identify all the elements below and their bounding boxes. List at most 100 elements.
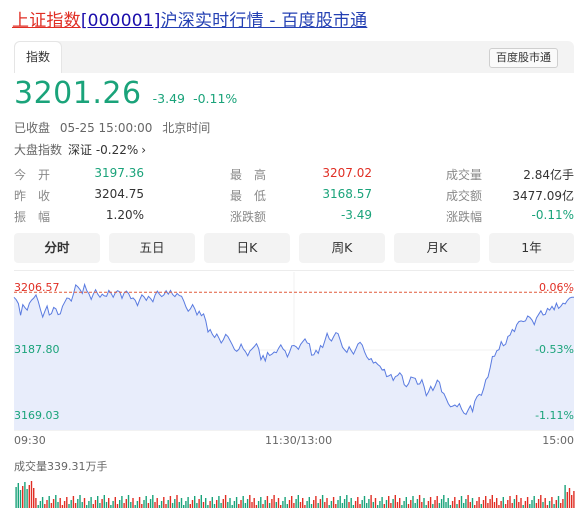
volume-bar [242,496,244,508]
x-tick-midday: 11:30/13:00 [265,434,333,447]
volume-bar [39,501,42,508]
volume-bar [416,499,419,508]
price-change: -3.49 [152,91,185,106]
volume-bar [474,505,476,508]
page-title[interactable]: 上证指数[000001]沪深实时行情 - 百度股市通 [12,6,367,31]
volume-bar [268,503,271,508]
stat-value: -0.11% [531,208,574,222]
volume-bar [414,503,416,508]
volume-bar [288,500,291,508]
volume-bars [15,481,575,508]
volume-bar [79,495,81,508]
volume-bar [81,502,83,508]
period-tab-monthly-k[interactable]: 月K [394,233,480,263]
volume-bar [493,502,496,508]
volume-bar [328,505,330,508]
volume-bar [141,504,143,508]
volume-bar [480,504,482,508]
volume-bar [317,503,319,508]
period-tab-1year[interactable]: 1年 [489,233,574,263]
volume-bar [447,498,449,508]
tab-index[interactable]: 指数 [14,41,62,73]
volume-bar [37,505,39,508]
volume-bar [121,496,123,508]
volume-bar [465,499,467,508]
volume-bar [502,497,504,508]
x-tick-close: 15:00 [542,434,574,447]
title-index-code[interactable]: [000001] [80,11,161,31]
intraday-chart[interactable]: 3206.57 3187.80 3169.03 0.06% -0.53% -1.… [0,270,587,513]
volume-bar [319,499,322,508]
volume-bar [357,497,359,508]
volume-bar [66,497,68,508]
market-value[interactable]: 深证 -0.22% [68,143,139,157]
volume-bar [24,482,26,508]
volume-bar [330,501,333,508]
volume-bar [251,502,253,508]
volume-bar [63,501,66,508]
volume-bar [207,505,209,508]
title-site-name[interactable]: 沪深实时行情 - 百度股市通 [160,11,368,31]
stat-value: 3168.57 [322,187,372,201]
market-index-link[interactable]: 大盘指数 深证 -0.22% › [14,141,146,158]
period-tab-weekly-k[interactable]: 周K [299,233,385,263]
stat-label: 涨跌幅 [446,210,483,224]
volume-bar [61,505,64,508]
volume-bar [35,498,37,508]
period-tab-5day[interactable]: 五日 [109,233,195,263]
period-tab-intraday[interactable]: 分时 [14,233,100,263]
volume-bar [52,499,55,508]
volume-bar [147,503,150,508]
volume-bar [498,505,500,508]
volume-bar [295,499,297,508]
current-price: 3201.26 [14,76,142,111]
volume-bar [22,486,24,508]
volume-bar [542,502,544,508]
volume-bar [238,504,240,508]
volume-bar [507,500,509,508]
volume-bar [286,504,288,508]
volume-bar [432,504,434,508]
title-index-name[interactable]: 上证指数 [12,11,81,31]
volume-bar [200,495,202,508]
volume-bar [130,502,132,508]
volume-bar [520,498,522,508]
volume-bar [183,505,185,508]
brand-badge[interactable]: 百度股市通 [489,48,558,68]
volume-bar [557,496,560,508]
volume-bar [46,500,48,508]
volume-bar [145,496,147,508]
volume-bar [326,498,328,508]
intraday-chart-svg[interactable] [0,270,587,513]
volume-bar [454,497,456,508]
volume-bar [72,496,75,508]
volume-bar [255,505,258,508]
volume-bar [445,502,447,508]
volume-bar [260,497,262,508]
volume-bar [55,495,57,508]
volume-bar [138,497,141,508]
volume-bar [463,503,465,508]
volume-bar [165,504,167,508]
volume-bar [19,490,22,508]
x-tick-open: 09:30 [14,434,46,447]
volume-bar [185,501,187,508]
volume-bar [522,505,524,508]
volume-bar [88,501,90,508]
period-tab-daily-k[interactable]: 日K [204,233,290,263]
volume-bar [229,498,231,508]
volume-bar [282,501,284,508]
volume-bar [478,497,480,508]
volume-bar [220,503,222,508]
volume-bar [438,503,441,508]
volume-bar [216,500,218,508]
volume-bar [405,497,407,508]
volume-bar [566,492,568,508]
chevron-right-icon[interactable]: › [141,143,147,157]
volume-bar [112,501,114,508]
stat-value: 3477.09亿 [512,189,574,203]
volume-bar [366,503,368,508]
volume-bar [127,495,130,508]
volume-bar [332,497,335,508]
volume-bar [443,495,445,508]
